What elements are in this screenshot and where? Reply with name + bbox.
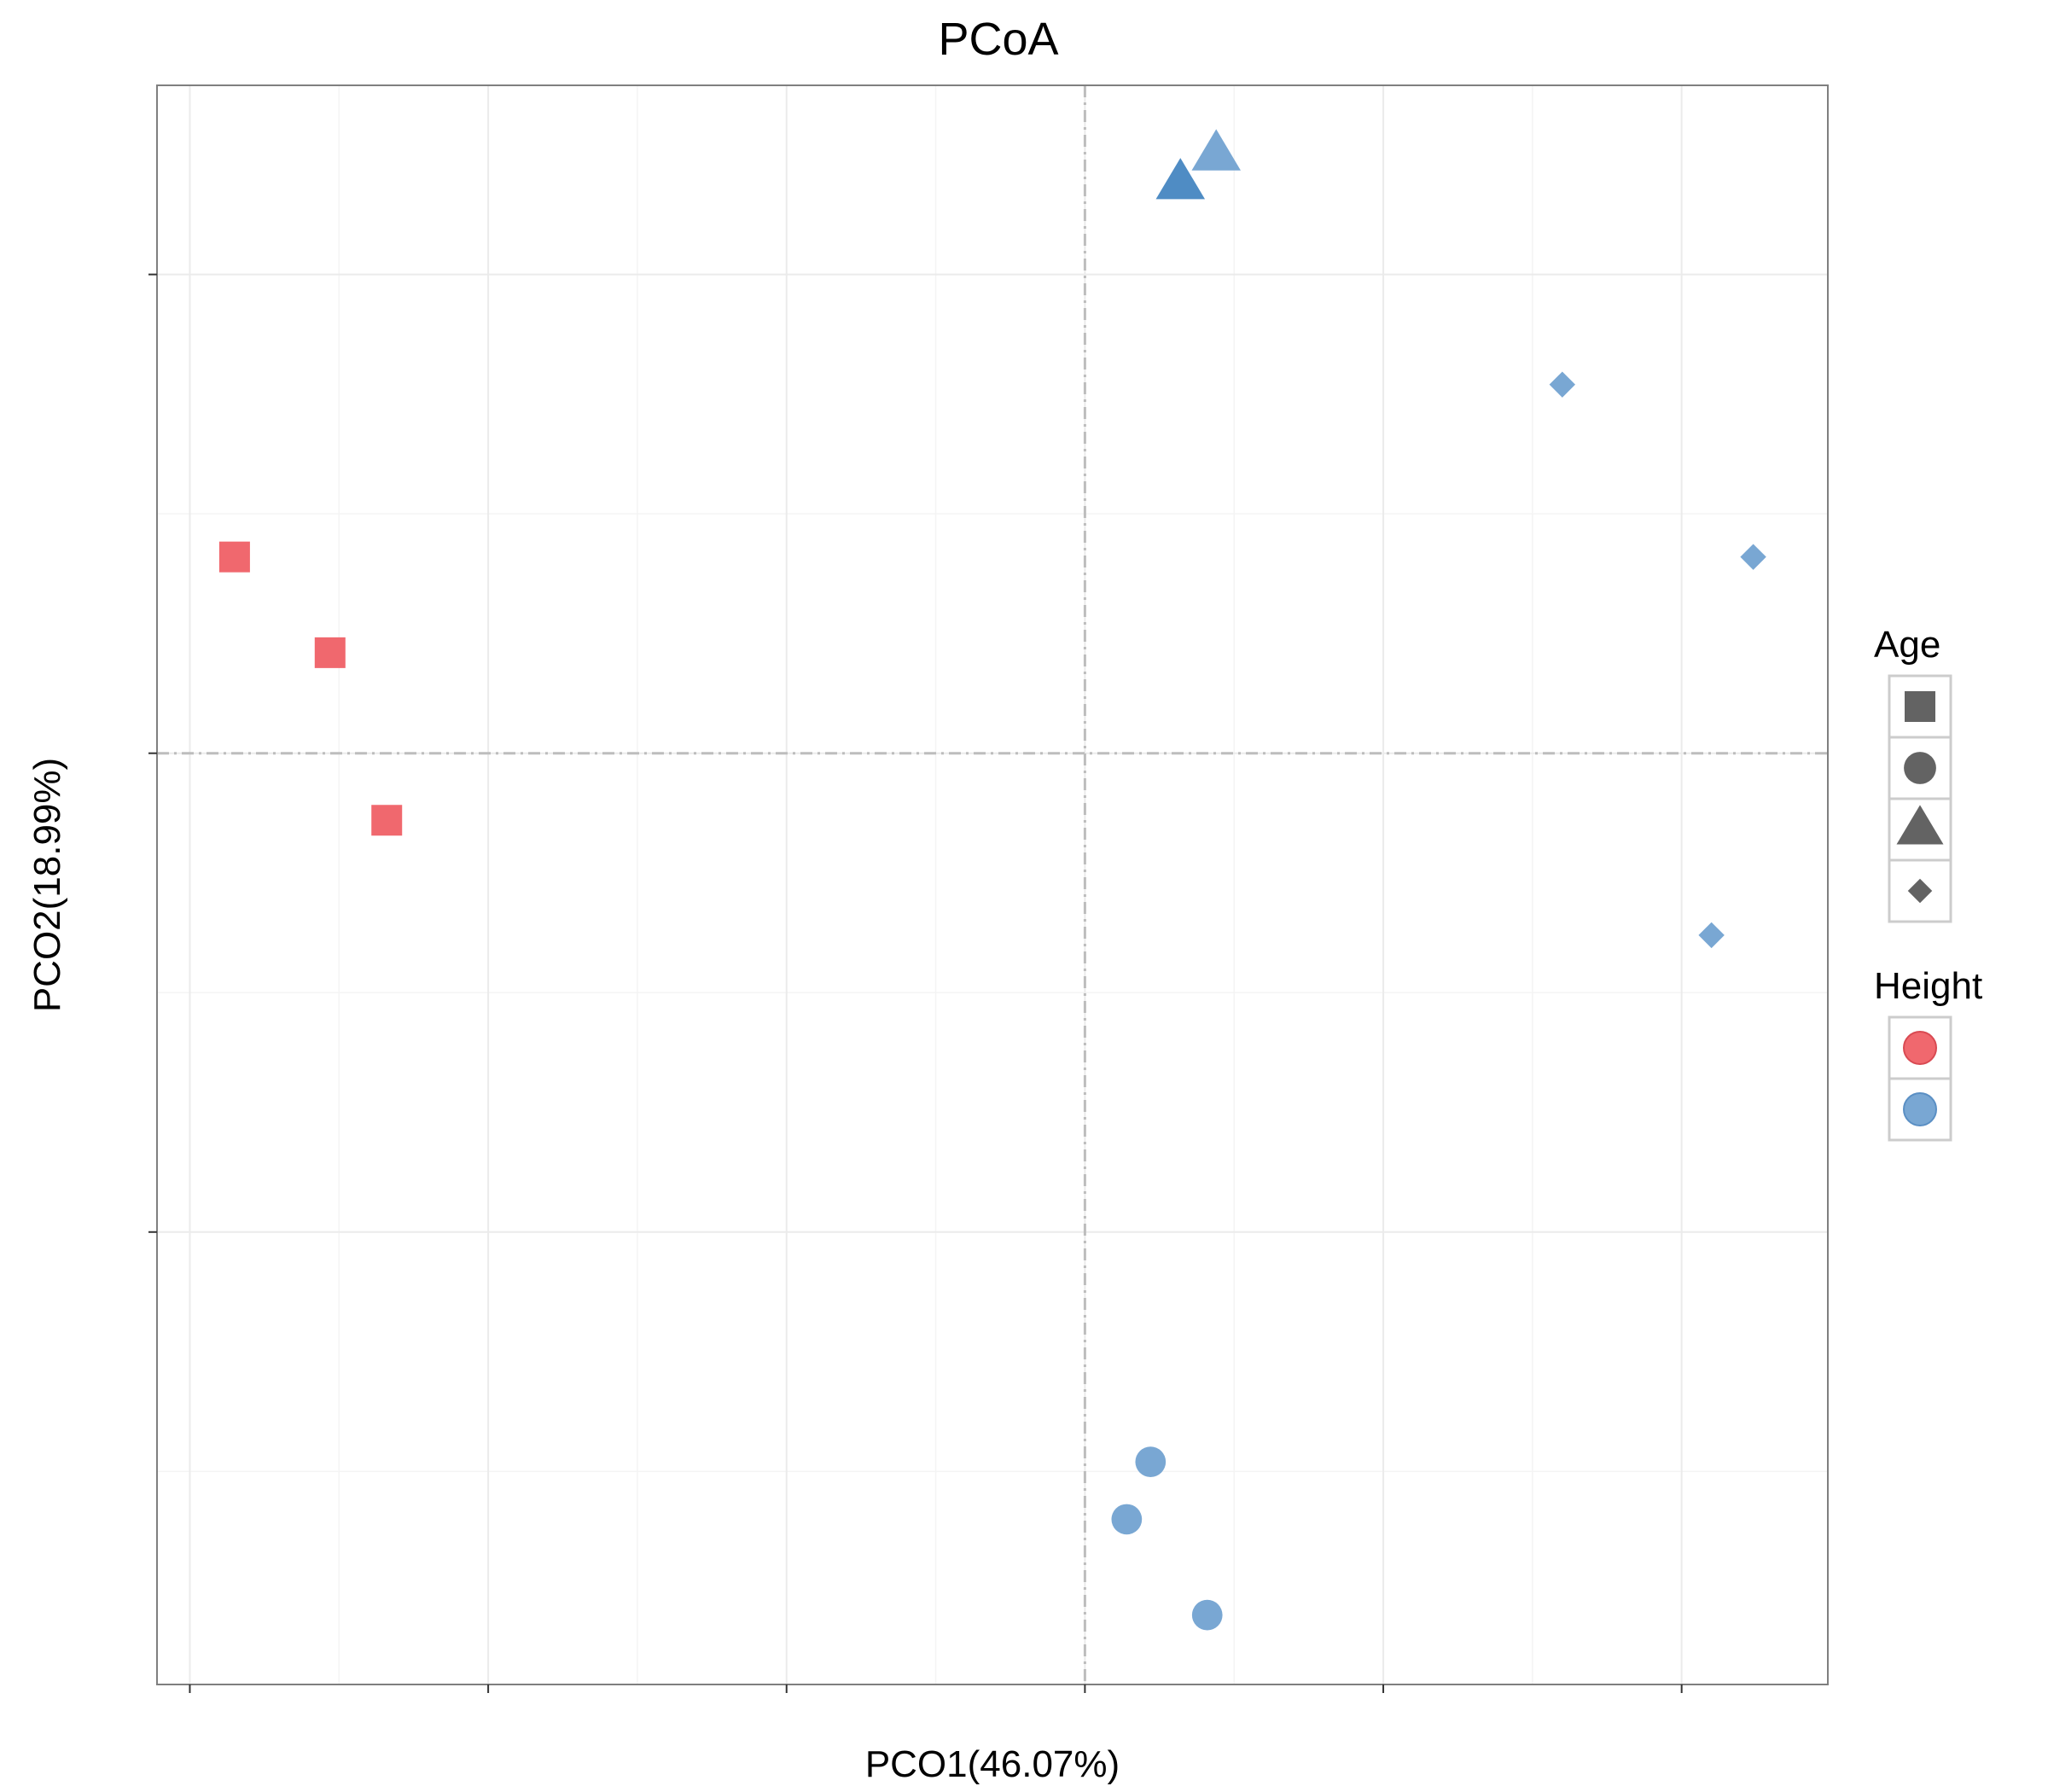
data-point-ta-2 (1111, 1504, 1143, 1535)
y-axis (148, 273, 157, 1233)
legend-age-key-tc-icon (1907, 878, 1933, 904)
legend-age-keys (1888, 674, 1952, 923)
panel-background (157, 85, 1828, 1684)
legend-height-keys (1888, 1015, 1952, 1142)
legend-age-key-box (1888, 858, 1952, 923)
legend-age-key-tb-icon (1896, 805, 1944, 845)
legend-age-key-ta-icon (1904, 752, 1936, 784)
plot-area (156, 84, 1829, 1685)
data-point-ck-1 (314, 637, 346, 668)
data-points (218, 129, 1766, 1631)
x-axis (189, 1684, 1683, 1693)
chart-title: PCoA (938, 14, 1058, 65)
legend-height-key-c-icon (1903, 1031, 1937, 1065)
data-point-ck-3 (218, 541, 250, 573)
legend: Age Height (1874, 624, 1982, 1142)
data-point-tb-3 (1155, 158, 1206, 200)
legend-height-title: Height (1874, 965, 1982, 1007)
data-point-tc-1 (1698, 922, 1725, 949)
reference-lines (157, 85, 1828, 1684)
x-axis-label: PCO1(46.07%) (865, 1743, 1120, 1785)
data-point-ta-3 (1135, 1446, 1167, 1477)
data-point-tc-2 (1740, 544, 1766, 570)
legend-age-title: Age (1874, 624, 1940, 666)
y-axis-label: PCO2(18.99%) (26, 758, 68, 1012)
minor-gridlines (157, 85, 1828, 1684)
panel-border (156, 84, 1829, 1685)
data-point-ck-2 (371, 805, 403, 836)
legend-age-key-ck-icon (1905, 691, 1935, 722)
data-point-ta-1 (1191, 1599, 1223, 1631)
data-point-tb-2 (1191, 129, 1241, 171)
legend-height-key-t-icon (1903, 1092, 1937, 1126)
data-point-tc-3 (1549, 371, 1576, 398)
